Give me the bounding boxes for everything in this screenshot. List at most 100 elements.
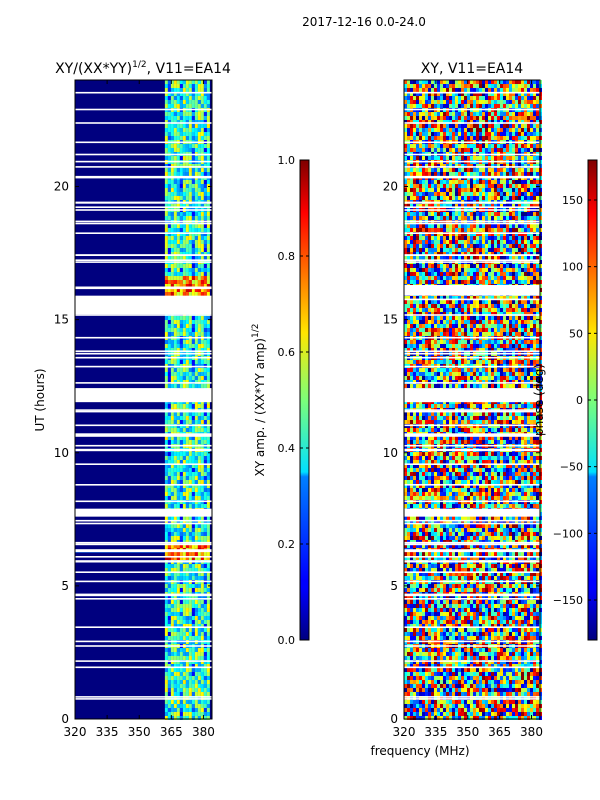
amplitude-cell xyxy=(164,612,168,616)
amplitude-cell xyxy=(197,544,201,548)
phase-cell xyxy=(500,268,503,272)
phase-cell xyxy=(419,180,422,184)
amplitude-cell xyxy=(188,132,192,136)
amplitude-cell xyxy=(200,632,204,636)
amplitude-cell xyxy=(182,196,186,200)
amplitude-cell xyxy=(179,204,183,208)
amplitude-cell xyxy=(164,492,168,496)
phase-cell xyxy=(452,240,455,244)
phase-cell xyxy=(416,120,419,124)
amplitude-cell xyxy=(197,632,201,636)
amplitude-cell xyxy=(164,528,168,532)
phase-cell xyxy=(512,144,515,148)
phase-cell xyxy=(482,104,485,108)
amplitude-cell xyxy=(164,96,168,100)
phase-cell xyxy=(464,116,467,120)
amplitude-cell xyxy=(170,684,174,688)
phase-cell xyxy=(518,96,521,100)
phase-panel-title: XY, V11=EA14 xyxy=(421,61,523,77)
amplitude-cell xyxy=(173,280,177,284)
phase-cell xyxy=(518,168,521,172)
phase-cell xyxy=(500,132,503,136)
phase-cell xyxy=(485,124,488,128)
amplitude-cell xyxy=(167,564,171,568)
amplitude-cell xyxy=(200,96,204,100)
phase-cell xyxy=(419,112,422,116)
phase-cell xyxy=(413,228,416,232)
phase-cell xyxy=(443,120,446,124)
phase-cell xyxy=(476,248,479,252)
amplitude-cell xyxy=(200,556,204,560)
amplitude-cell xyxy=(200,412,204,416)
phase-cell xyxy=(518,80,521,84)
phase-cell xyxy=(509,216,512,220)
phase-cell xyxy=(434,172,437,176)
amplitude-cell xyxy=(203,536,207,540)
phase-cell xyxy=(449,276,452,280)
phase-cell xyxy=(524,248,527,252)
amplitude-cell xyxy=(173,544,177,548)
amplitude-cell xyxy=(203,684,207,688)
amplitude-cell xyxy=(197,680,201,684)
phase-cell xyxy=(479,256,482,260)
amplitude-cell xyxy=(200,496,204,500)
phase-cell xyxy=(476,240,479,244)
amplitude-cell xyxy=(164,292,168,296)
phase-cell xyxy=(515,92,518,96)
phase-cell xyxy=(515,168,518,172)
phase-cell xyxy=(461,164,464,168)
amplitude-cell xyxy=(191,292,195,296)
phase-cell xyxy=(407,112,410,116)
phase-cell xyxy=(509,112,512,116)
amplitude-cell xyxy=(191,556,195,560)
phase-cell xyxy=(503,100,506,104)
phase-cell xyxy=(536,240,539,244)
amplitude-cell xyxy=(200,128,204,132)
phase-cell xyxy=(407,120,410,124)
phase-cell xyxy=(518,240,521,244)
amplitude-cell xyxy=(185,272,189,276)
amplitude-cell xyxy=(191,132,195,136)
amplitude-cell xyxy=(206,288,210,292)
amplitude-cell xyxy=(179,648,183,652)
amplitude-cell xyxy=(203,668,207,672)
amplitude-cell xyxy=(206,196,210,200)
phase-cell xyxy=(416,212,419,216)
amplitude-cell xyxy=(170,660,174,664)
phase-cell xyxy=(506,168,509,172)
phase-cell xyxy=(455,228,458,232)
phase-cell xyxy=(524,192,527,196)
phase-cell xyxy=(521,180,524,184)
phase-cell xyxy=(485,172,488,176)
amplitude-flagged-line xyxy=(75,166,212,168)
phase-cell xyxy=(488,168,491,172)
amplitude-cell xyxy=(206,348,210,352)
phase-cell xyxy=(485,132,488,136)
amplitude-cell xyxy=(176,528,180,532)
amplitude-cell xyxy=(194,556,198,560)
phase-cell xyxy=(494,92,497,96)
phase-cell xyxy=(440,100,443,104)
phase-cell xyxy=(527,268,530,272)
phase-cell xyxy=(482,196,485,200)
phase-cell xyxy=(476,120,479,124)
amplitude-cell xyxy=(170,272,174,276)
amplitude-cell xyxy=(182,240,186,244)
amplitude-cell xyxy=(203,436,207,440)
amplitude-cell xyxy=(185,504,189,508)
amplitude-cell xyxy=(176,568,180,572)
amplitude-cell xyxy=(173,520,177,524)
amplitude-cell xyxy=(188,344,192,348)
phase-cell xyxy=(521,172,524,176)
amplitude-cell xyxy=(182,568,186,572)
amplitude-cell xyxy=(170,240,174,244)
amplitude-cell xyxy=(167,600,171,604)
amplitude-cell xyxy=(179,684,183,688)
phase-cell xyxy=(524,136,527,140)
phase-cell xyxy=(452,196,455,200)
amplitude-cell xyxy=(203,332,207,336)
amplitude-cell xyxy=(179,384,183,388)
phase-cell xyxy=(479,88,482,92)
phase-cell xyxy=(497,120,500,124)
amplitude-cell xyxy=(182,292,186,296)
